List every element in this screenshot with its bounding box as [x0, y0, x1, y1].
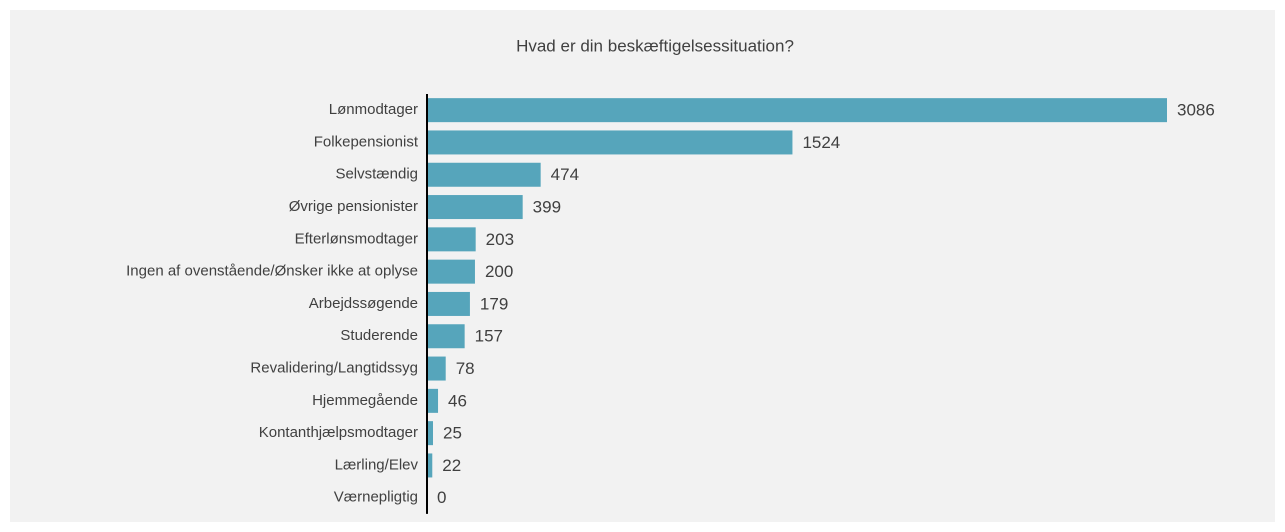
- category-label: Ingen af ovenstående/Ønsker ikke at oply…: [126, 263, 418, 280]
- bar: [427, 259, 475, 284]
- category-label: Øvrige pensionister: [289, 198, 418, 215]
- value-label: 46: [448, 391, 467, 410]
- value-label: 78: [456, 359, 475, 378]
- bar: [427, 162, 541, 187]
- category-label: Lønmodtager: [329, 101, 418, 118]
- category-label: Arbejdssøgende: [309, 295, 418, 312]
- value-label: 474: [551, 165, 579, 184]
- bar: [427, 421, 433, 446]
- bar: [427, 453, 433, 478]
- value-label: 3086: [1177, 101, 1215, 120]
- category-label: Folkepensionist: [314, 133, 419, 150]
- value-label: 0: [437, 488, 446, 507]
- value-label: 200: [485, 262, 513, 281]
- value-label: 157: [475, 327, 503, 346]
- chart-title: Hvad er din beskæftigelsessituation?: [516, 36, 794, 55]
- category-label: Studerende: [340, 327, 418, 344]
- category-label: Hjemmegående: [312, 392, 418, 409]
- bar: [427, 388, 439, 413]
- bar: [427, 195, 523, 220]
- bar: [427, 324, 465, 349]
- value-label: 179: [480, 294, 508, 313]
- bar: [427, 356, 446, 381]
- category-label: Efterlønsmodtager: [295, 230, 418, 247]
- value-label: 203: [486, 230, 514, 249]
- category-label: Revalidering/Langtidssyg: [250, 360, 418, 377]
- bar: [427, 130, 793, 155]
- bar: [427, 98, 1167, 123]
- bar: [427, 291, 470, 316]
- chart-background: [10, 10, 1275, 522]
- category-label: Værnepligtig: [334, 489, 418, 506]
- category-label: Selvstændig: [335, 166, 418, 183]
- value-label: 25: [443, 424, 462, 443]
- value-label: 22: [442, 456, 461, 475]
- value-label: 1524: [802, 133, 840, 152]
- category-label: Lærling/Elev: [335, 456, 419, 473]
- value-label: 399: [533, 198, 561, 217]
- bar: [427, 227, 476, 252]
- category-label: Kontanthjælpsmodtager: [259, 424, 418, 441]
